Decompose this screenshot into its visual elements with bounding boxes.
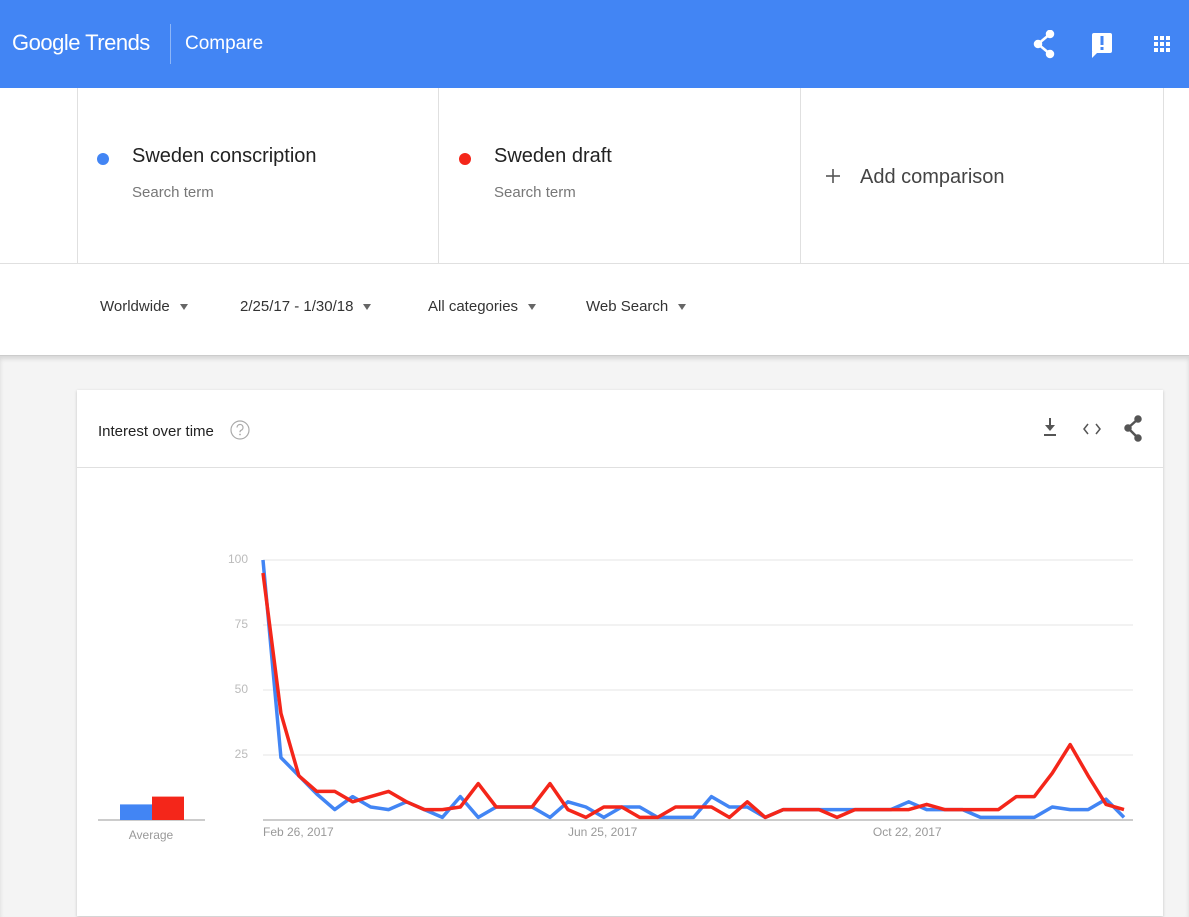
term-dot [97, 153, 109, 165]
average-bar [152, 796, 184, 820]
y-tick-label: 25 [235, 747, 249, 761]
dropdown-arrow [528, 303, 537, 310]
term-dot [459, 153, 471, 165]
dropdown-arrow [363, 303, 372, 310]
term-subtitle: Search term [132, 184, 214, 201]
x-tick-label: Oct 22, 2017 [873, 825, 942, 839]
top-bar: Google Trends Compare [0, 0, 1189, 88]
term-subtitle: Search term [494, 184, 576, 201]
y-tick-label: 75 [235, 617, 249, 631]
filter-label: Worldwide [100, 298, 170, 315]
chart: 25 50 75 100 Feb 26, 2017 Jun 25, 2017 Oct 22,… [98, 552, 1133, 842]
separator [0, 263, 1189, 264]
divider [77, 88, 78, 263]
divider [438, 88, 439, 263]
filter-dropdown[interactable]: All categories [428, 298, 537, 316]
filter-dropdown[interactable]: Web Search [586, 298, 687, 316]
x-tick-label: Feb 26, 2017 [263, 825, 334, 839]
help-icon[interactable] [229, 419, 251, 441]
dropdown-arrow [179, 303, 188, 310]
filter-label: Web Search [586, 298, 669, 315]
series-line [261, 572, 1125, 820]
filter-label: 2/25/17 - 1/30/18 [240, 298, 354, 315]
filter-dropdown[interactable]: 2/25/17 - 1/30/18 [240, 298, 372, 316]
series-line [261, 559, 1126, 820]
interest-card: Interest over time 25 50 75 100 Feb 26, 2017… [77, 390, 1163, 916]
divider [170, 24, 171, 64]
divider [1163, 88, 1164, 263]
header-icons[interactable] [1030, 30, 1180, 60]
logo[interactable]: Google Trends [12, 30, 150, 55]
section-title: Compare [185, 33, 264, 54]
term-name: Sweden conscription [132, 145, 317, 167]
filter-dropdown[interactable]: Worldwide [100, 298, 189, 316]
filter-label: All categories [428, 298, 519, 315]
add-comparison-text: Add comparison [860, 166, 1005, 188]
average-bar [120, 804, 152, 820]
y-tick-label: 100 [228, 552, 248, 566]
card-icons[interactable] [1037, 414, 1147, 444]
x-tick-label: Jun 25, 2017 [568, 825, 638, 839]
dropdown-arrow [678, 303, 687, 310]
plus-icon [826, 169, 840, 183]
y-tick-label: 50 [235, 682, 249, 696]
separator [77, 467, 1163, 468]
card-title: Interest over time [98, 423, 214, 440]
divider [800, 88, 801, 263]
average-label: Average [129, 828, 174, 842]
term-name: Sweden draft [494, 145, 612, 167]
